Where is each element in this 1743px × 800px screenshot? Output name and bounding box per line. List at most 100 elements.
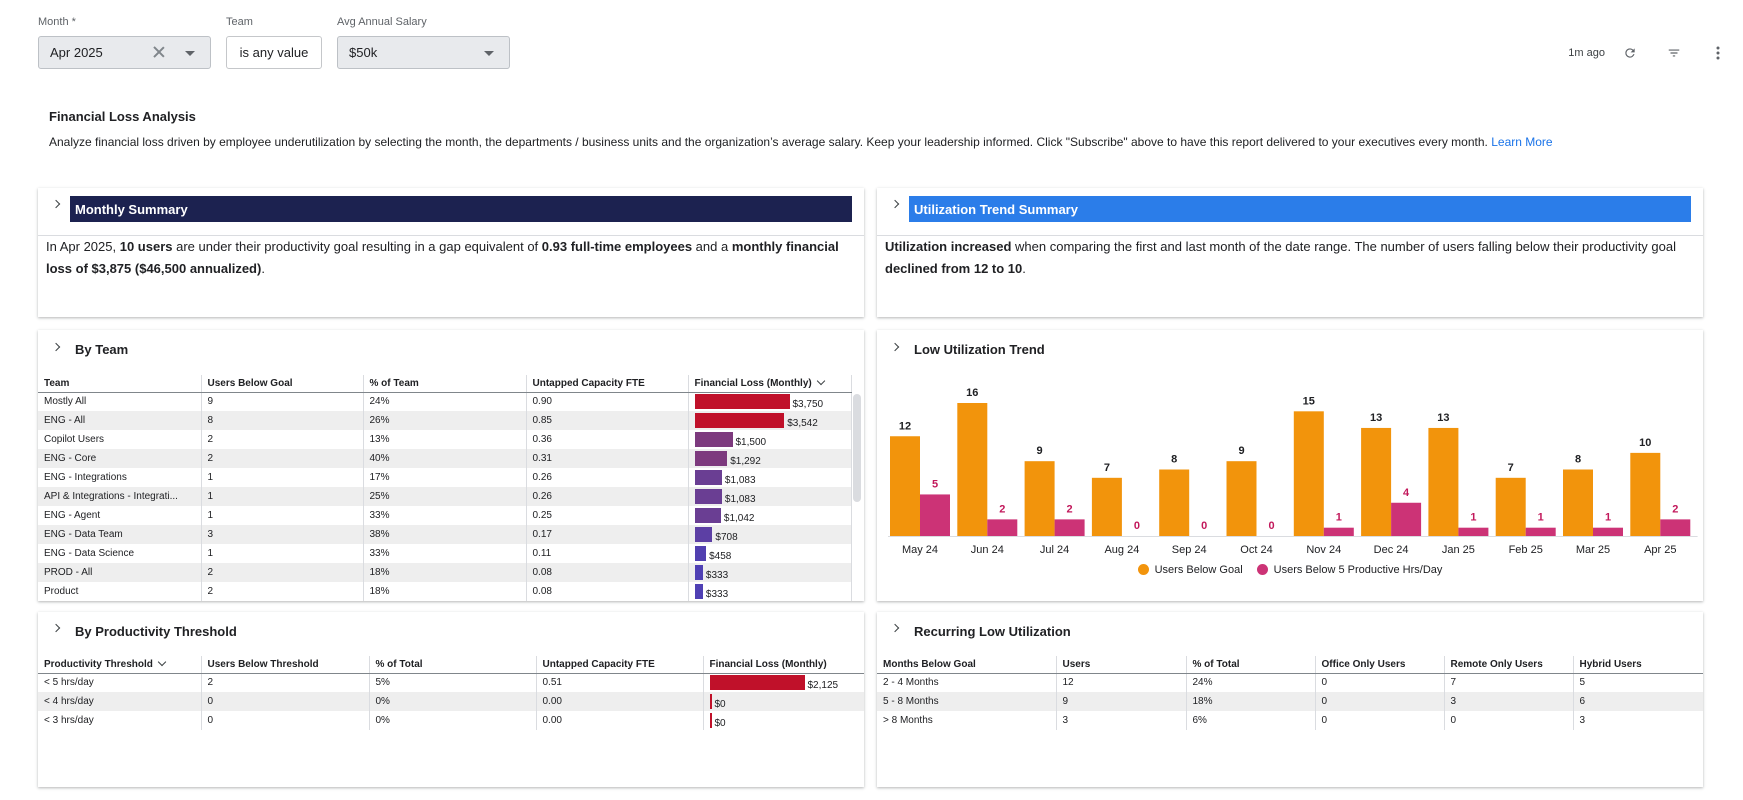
bar-users-below-5-hrs[interactable] bbox=[1391, 502, 1422, 536]
bar-users-below-5-hrs[interactable] bbox=[1054, 519, 1085, 536]
bar-users-below-goal[interactable] bbox=[1361, 427, 1392, 536]
table-cell: 6 bbox=[1573, 692, 1703, 711]
bar-users-below-goal[interactable] bbox=[1293, 411, 1324, 536]
chevron-right-icon[interactable] bbox=[891, 342, 901, 352]
column-header[interactable]: Financial Loss (Monthly) bbox=[688, 375, 852, 393]
bar-users-below-goal[interactable] bbox=[1024, 461, 1055, 536]
chevron-right-icon[interactable] bbox=[52, 623, 62, 633]
x-tick-label: Aug 24 bbox=[1104, 544, 1139, 556]
table-row[interactable]: 2 - 4 Months 12 24% 0 7 5 bbox=[877, 673, 1703, 692]
table-row[interactable]: < 4 hrs/day 0 0% 0.00 $0 bbox=[38, 692, 864, 711]
column-header[interactable]: Productivity Threshold bbox=[38, 656, 202, 674]
bar-users-below-5-hrs[interactable] bbox=[987, 519, 1018, 536]
column-header[interactable]: Financial Loss (Monthly) bbox=[703, 656, 864, 674]
financial-loss-cell: $1,292 bbox=[688, 449, 852, 468]
chevron-down-icon[interactable] bbox=[185, 51, 195, 56]
bar-users-below-goal[interactable] bbox=[890, 436, 920, 536]
column-header[interactable]: Untapped Capacity FTE bbox=[526, 375, 689, 393]
clear-icon[interactable] bbox=[152, 45, 166, 59]
column-header[interactable]: Months Below Goal bbox=[877, 656, 1057, 674]
bar-users-below-5-hrs[interactable] bbox=[1458, 527, 1489, 536]
untapped-fte-cell: 0.08 bbox=[526, 582, 689, 601]
chevron-down-icon[interactable] bbox=[484, 51, 494, 56]
bar-users-below-goal[interactable] bbox=[1428, 427, 1459, 536]
column-header[interactable]: Office Only Users bbox=[1315, 656, 1445, 674]
table-row[interactable]: > 8 Months 3 6% 0 0 3 bbox=[877, 711, 1703, 730]
column-header[interactable]: Users Below Goal bbox=[201, 375, 364, 393]
table-row[interactable]: < 3 hrs/day 0 0% 0.00 $0 bbox=[38, 711, 864, 730]
percent-of-team-cell: 18% bbox=[363, 563, 527, 582]
sort-desc-icon[interactable] bbox=[816, 376, 825, 385]
sort-desc-icon[interactable] bbox=[157, 657, 167, 666]
column-header[interactable]: % of Team bbox=[363, 375, 527, 393]
bar-users-below-goal[interactable] bbox=[1630, 452, 1661, 536]
filter-icon[interactable] bbox=[1665, 44, 1683, 62]
bar-users-below-5-hrs[interactable] bbox=[1660, 519, 1691, 536]
table-row[interactable]: ENG - All 8 26% 0.85 $3,542 bbox=[38, 411, 852, 430]
team-filter-label: Team bbox=[226, 16, 253, 28]
legend-item-below-5-hrs[interactable]: Users Below 5 Productive Hrs/Day bbox=[1256, 563, 1442, 576]
table-row[interactable]: PROD - All 2 18% 0.08 $333 bbox=[38, 563, 852, 582]
chevron-right-icon[interactable] bbox=[891, 199, 901, 209]
bar-users-below-goal[interactable] bbox=[957, 403, 988, 536]
bar-users-below-goal[interactable] bbox=[1495, 477, 1526, 536]
scrollbar[interactable] bbox=[853, 394, 861, 502]
column-header[interactable]: Hybrid Users bbox=[1573, 656, 1703, 674]
column-header[interactable]: % of Total bbox=[369, 656, 537, 674]
financial-loss-value: $1,500 bbox=[735, 437, 767, 448]
table-row[interactable]: ENG - Data Science 1 33% 0.11 $458 bbox=[38, 544, 852, 563]
bar-users-below-goal[interactable] bbox=[1159, 469, 1190, 537]
recurring-card: Recurring Low Utilization Months Below G… bbox=[877, 612, 1703, 787]
x-tick-label: Jan 25 bbox=[1442, 544, 1475, 556]
chevron-right-icon[interactable] bbox=[52, 342, 62, 352]
data-label: 4 bbox=[1403, 487, 1410, 499]
financial-loss-value: $3,542 bbox=[787, 418, 818, 429]
bar-users-below-goal[interactable] bbox=[1091, 477, 1122, 536]
table-row[interactable]: ENG - Integrations 1 17% 0.26 $1,083 bbox=[38, 468, 852, 487]
more-vert-icon[interactable] bbox=[1709, 44, 1727, 62]
salary-filter[interactable]: $50k bbox=[337, 36, 510, 69]
column-header[interactable]: Untapped Capacity FTE bbox=[536, 656, 704, 674]
column-header[interactable]: % of Total bbox=[1186, 656, 1316, 674]
bar-users-below-5-hrs[interactable] bbox=[920, 494, 950, 536]
column-header[interactable]: Remote Only Users bbox=[1444, 656, 1574, 674]
users-below-goal-cell: 8 bbox=[201, 411, 364, 430]
refresh-icon[interactable] bbox=[1621, 44, 1639, 62]
column-header[interactable]: Team bbox=[38, 375, 202, 393]
untapped-fte-cell: 0.08 bbox=[526, 563, 689, 582]
table-row[interactable]: Mostly All 9 24% 0.90 $3,750 bbox=[38, 392, 852, 411]
low-utilization-title: Low Utilization Trend bbox=[914, 342, 1045, 357]
users-below-goal-cell: 2 bbox=[201, 582, 364, 601]
bar-users-below-5-hrs[interactable] bbox=[1525, 527, 1556, 536]
page-description: Analyze financial loss driven by employe… bbox=[49, 135, 1553, 149]
table-row[interactable]: API & Integrations - Integrati... 1 25% 0.2… bbox=[38, 487, 852, 506]
bar-users-below-5-hrs[interactable] bbox=[1593, 527, 1623, 536]
table-row[interactable]: Product 2 18% 0.08 $333 bbox=[38, 582, 852, 601]
table-row[interactable]: 5 - 8 Months 9 18% 0 3 6 bbox=[877, 692, 1703, 711]
month-filter[interactable]: Apr 2025 bbox=[38, 36, 211, 69]
chevron-right-icon[interactable] bbox=[52, 199, 62, 209]
bar-users-below-5-hrs[interactable] bbox=[1323, 527, 1354, 536]
data-label: 13 bbox=[1370, 412, 1382, 424]
column-header[interactable]: Users Below Threshold bbox=[201, 656, 370, 674]
table-row[interactable]: Copilot Users 2 13% 0.36 $1,500 bbox=[38, 430, 852, 449]
report-header: Financial Loss Analysis Analyze financia… bbox=[49, 109, 1709, 149]
table-row[interactable]: < 5 hrs/day 2 5% 0.51 $2,125 bbox=[38, 673, 864, 692]
learn-more-link[interactable]: Learn More bbox=[1491, 135, 1553, 149]
bar-users-below-goal[interactable] bbox=[1226, 461, 1257, 536]
threshold-cell: < 3 hrs/day bbox=[38, 711, 202, 730]
legend-item-users-below-goal[interactable]: Users Below Goal bbox=[1137, 563, 1243, 576]
by-threshold-table: Productivity Threshold Users Below Thresh… bbox=[38, 656, 864, 730]
team-filter[interactable]: is any value bbox=[226, 36, 322, 69]
chevron-right-icon[interactable] bbox=[891, 623, 901, 633]
financial-loss-bar bbox=[694, 413, 785, 428]
financial-loss-bar bbox=[694, 527, 713, 542]
bar-users-below-goal[interactable] bbox=[1563, 469, 1593, 537]
table-row[interactable]: ENG - Agent 1 33% 0.25 $1,042 bbox=[38, 506, 852, 525]
table-row[interactable]: ENG - Core 2 40% 0.31 $1,292 bbox=[38, 449, 852, 468]
percent-of-team-cell: 40% bbox=[363, 449, 527, 468]
column-header[interactable]: Users bbox=[1056, 656, 1187, 674]
users-below-threshold-cell: 0 bbox=[201, 711, 370, 730]
table-row[interactable]: ENG - Data Team 3 38% 0.17 $708 bbox=[38, 525, 852, 544]
financial-loss-cell: $1,083 bbox=[688, 487, 852, 506]
